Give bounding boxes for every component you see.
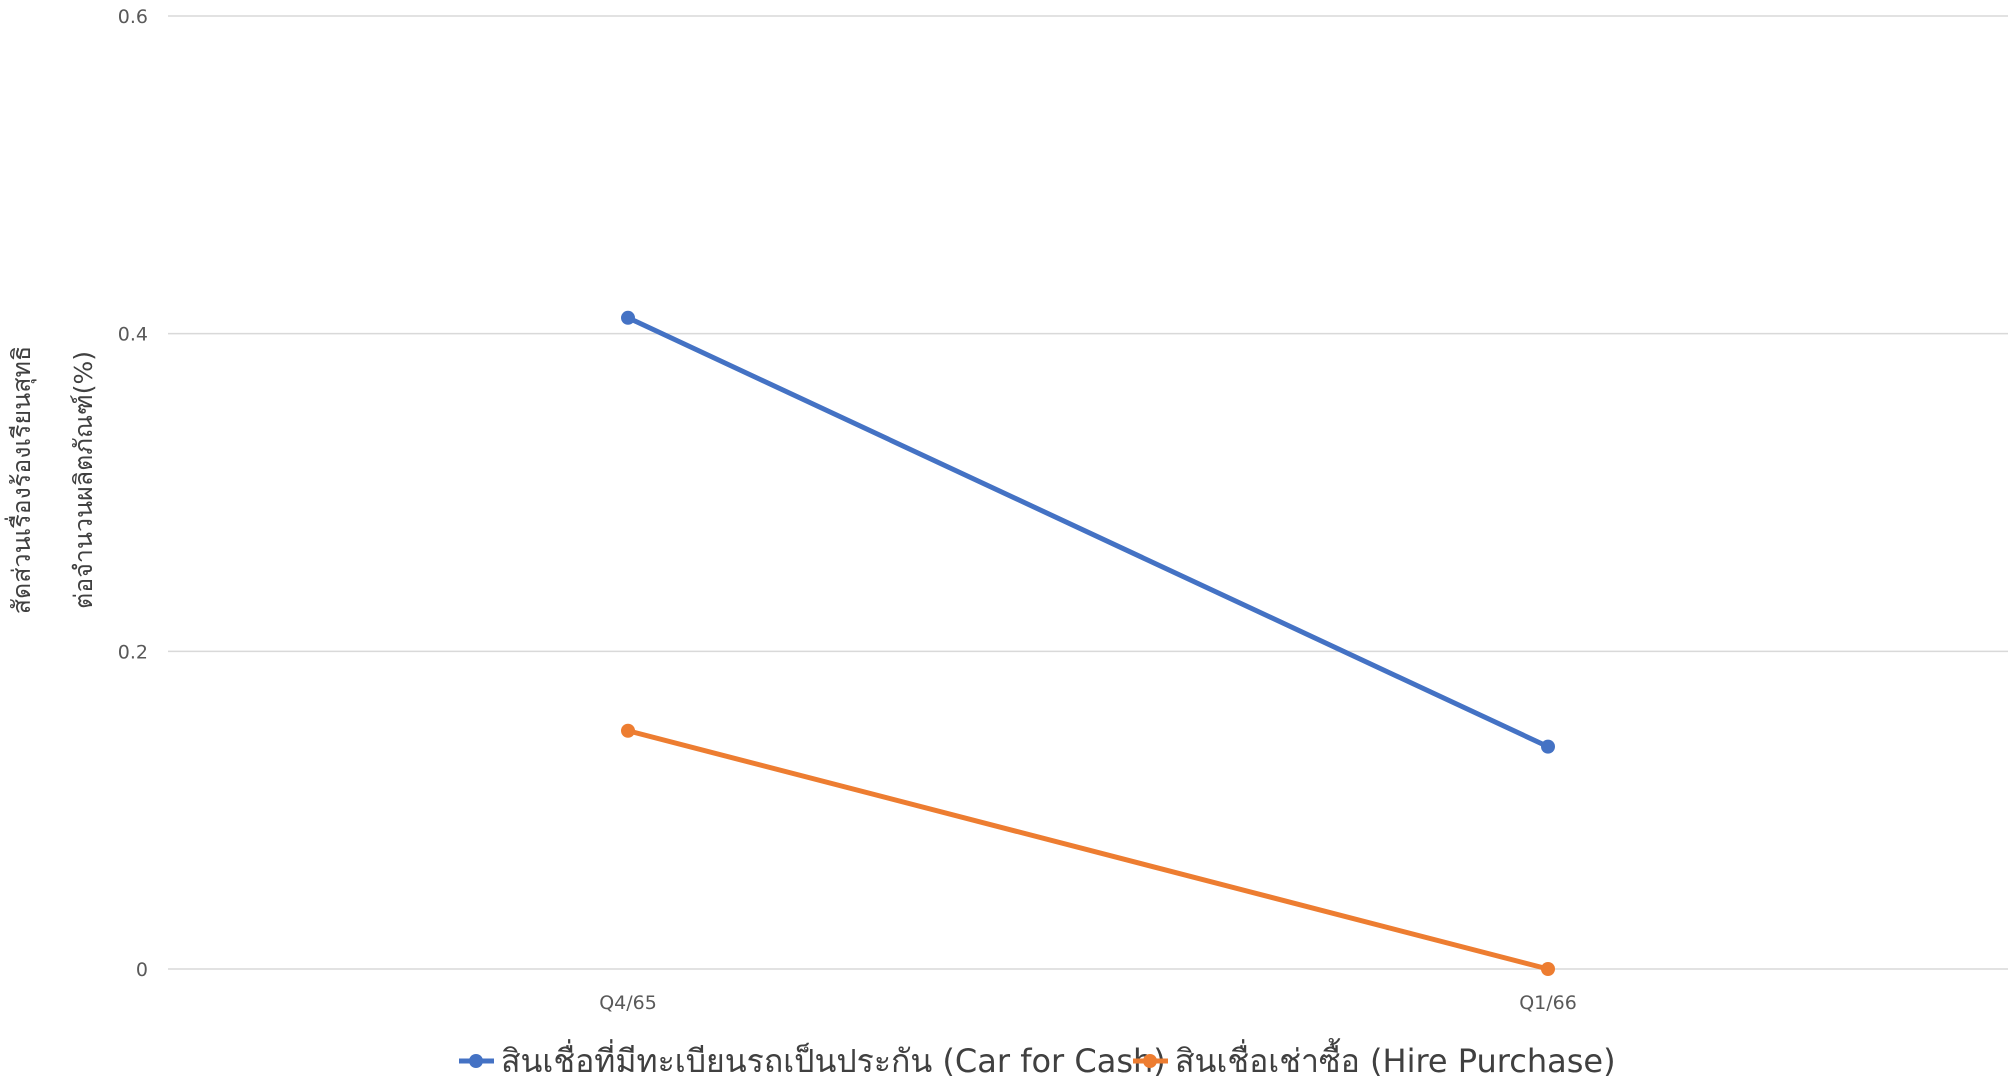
y-tick-label: 0.6: [118, 6, 148, 28]
y-axis-title-line-2: ต่อจำนวนผลิตภัณฑ์(%): [69, 351, 98, 609]
data-point-series-1-q1-66[interactable]: [1541, 962, 1555, 976]
legend-label-car-for-cash: สินเชื่อที่มีทะเบียนรถเป็นประกัน (Car fo…: [501, 1039, 1166, 1080]
y-axis-ticks: 0 0.2 0.4 0.6: [118, 6, 148, 981]
y-tick-label: 0.4: [118, 324, 148, 346]
legend-label-hire-purchase: สินเชื่อเช่าซื้อ (Hire Purchase): [1175, 1038, 1616, 1080]
data-point-series-0-q4-65[interactable]: [621, 310, 635, 325]
y-axis-title-line-1: สัดส่วนเรื่องร้องเรียนสุทธิ: [4, 346, 37, 614]
legend: สินเชื่อที่มีทะเบียนรถเป็นประกัน (Car fo…: [459, 1038, 1616, 1080]
data-point-series-0-q1-66[interactable]: [1541, 739, 1555, 754]
legend-marker-hire-purchase: [1143, 1054, 1157, 1068]
legend-item-car-for-cash[interactable]: สินเชื่อที่มีทะเบียนรถเป็นประกัน (Car fo…: [459, 1039, 1166, 1080]
series-line-0: [625, 315, 1551, 750]
data-point-series-1-q4-65[interactable]: [621, 723, 635, 738]
series-lines: [621, 310, 1555, 976]
x-tick-label-q4-65: Q4/65: [599, 992, 657, 1014]
y-tick-label: 0.2: [118, 641, 148, 663]
gridlines: [168, 15, 2008, 970]
y-tick-label: 0: [136, 959, 148, 981]
series-line-1: [625, 728, 1551, 972]
legend-item-hire-purchase[interactable]: สินเชื่อเช่าซื้อ (Hire Purchase): [1133, 1038, 1616, 1080]
x-tick-label-q1-66: Q1/66: [1519, 992, 1577, 1014]
legend-marker-car-for-cash: [469, 1054, 483, 1068]
y-axis-title: สัดส่วนเรื่องร้องเรียนสุทธิ ต่อจำนวนผลิต…: [4, 346, 98, 614]
x-axis-ticks: Q4/65 Q1/66: [599, 992, 1577, 1014]
